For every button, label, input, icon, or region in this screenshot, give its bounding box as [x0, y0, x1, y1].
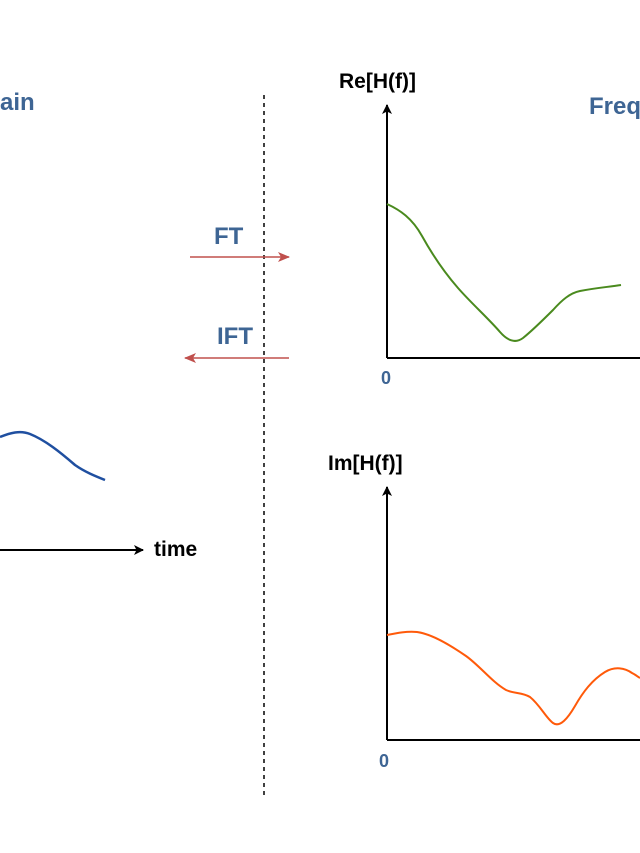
- imag-plot-y-label: Im[H(f)]: [328, 452, 403, 475]
- time-domain-title: ain: [0, 89, 35, 116]
- ft-label: FT: [214, 223, 244, 250]
- real-part-curve: [386, 203, 622, 342]
- time-axis-label: time: [154, 538, 198, 561]
- real-plot-y-label: Re[H(f)]: [339, 70, 416, 93]
- frequency-domain-title: Freq: [589, 93, 640, 120]
- ift-label: IFT: [217, 323, 253, 350]
- time-signal-curve: [0, 430, 106, 482]
- real-plot-origin-label: 0: [381, 368, 392, 388]
- imag-part-curve: [386, 630, 640, 726]
- imag-plot-origin-label: 0: [379, 751, 390, 771]
